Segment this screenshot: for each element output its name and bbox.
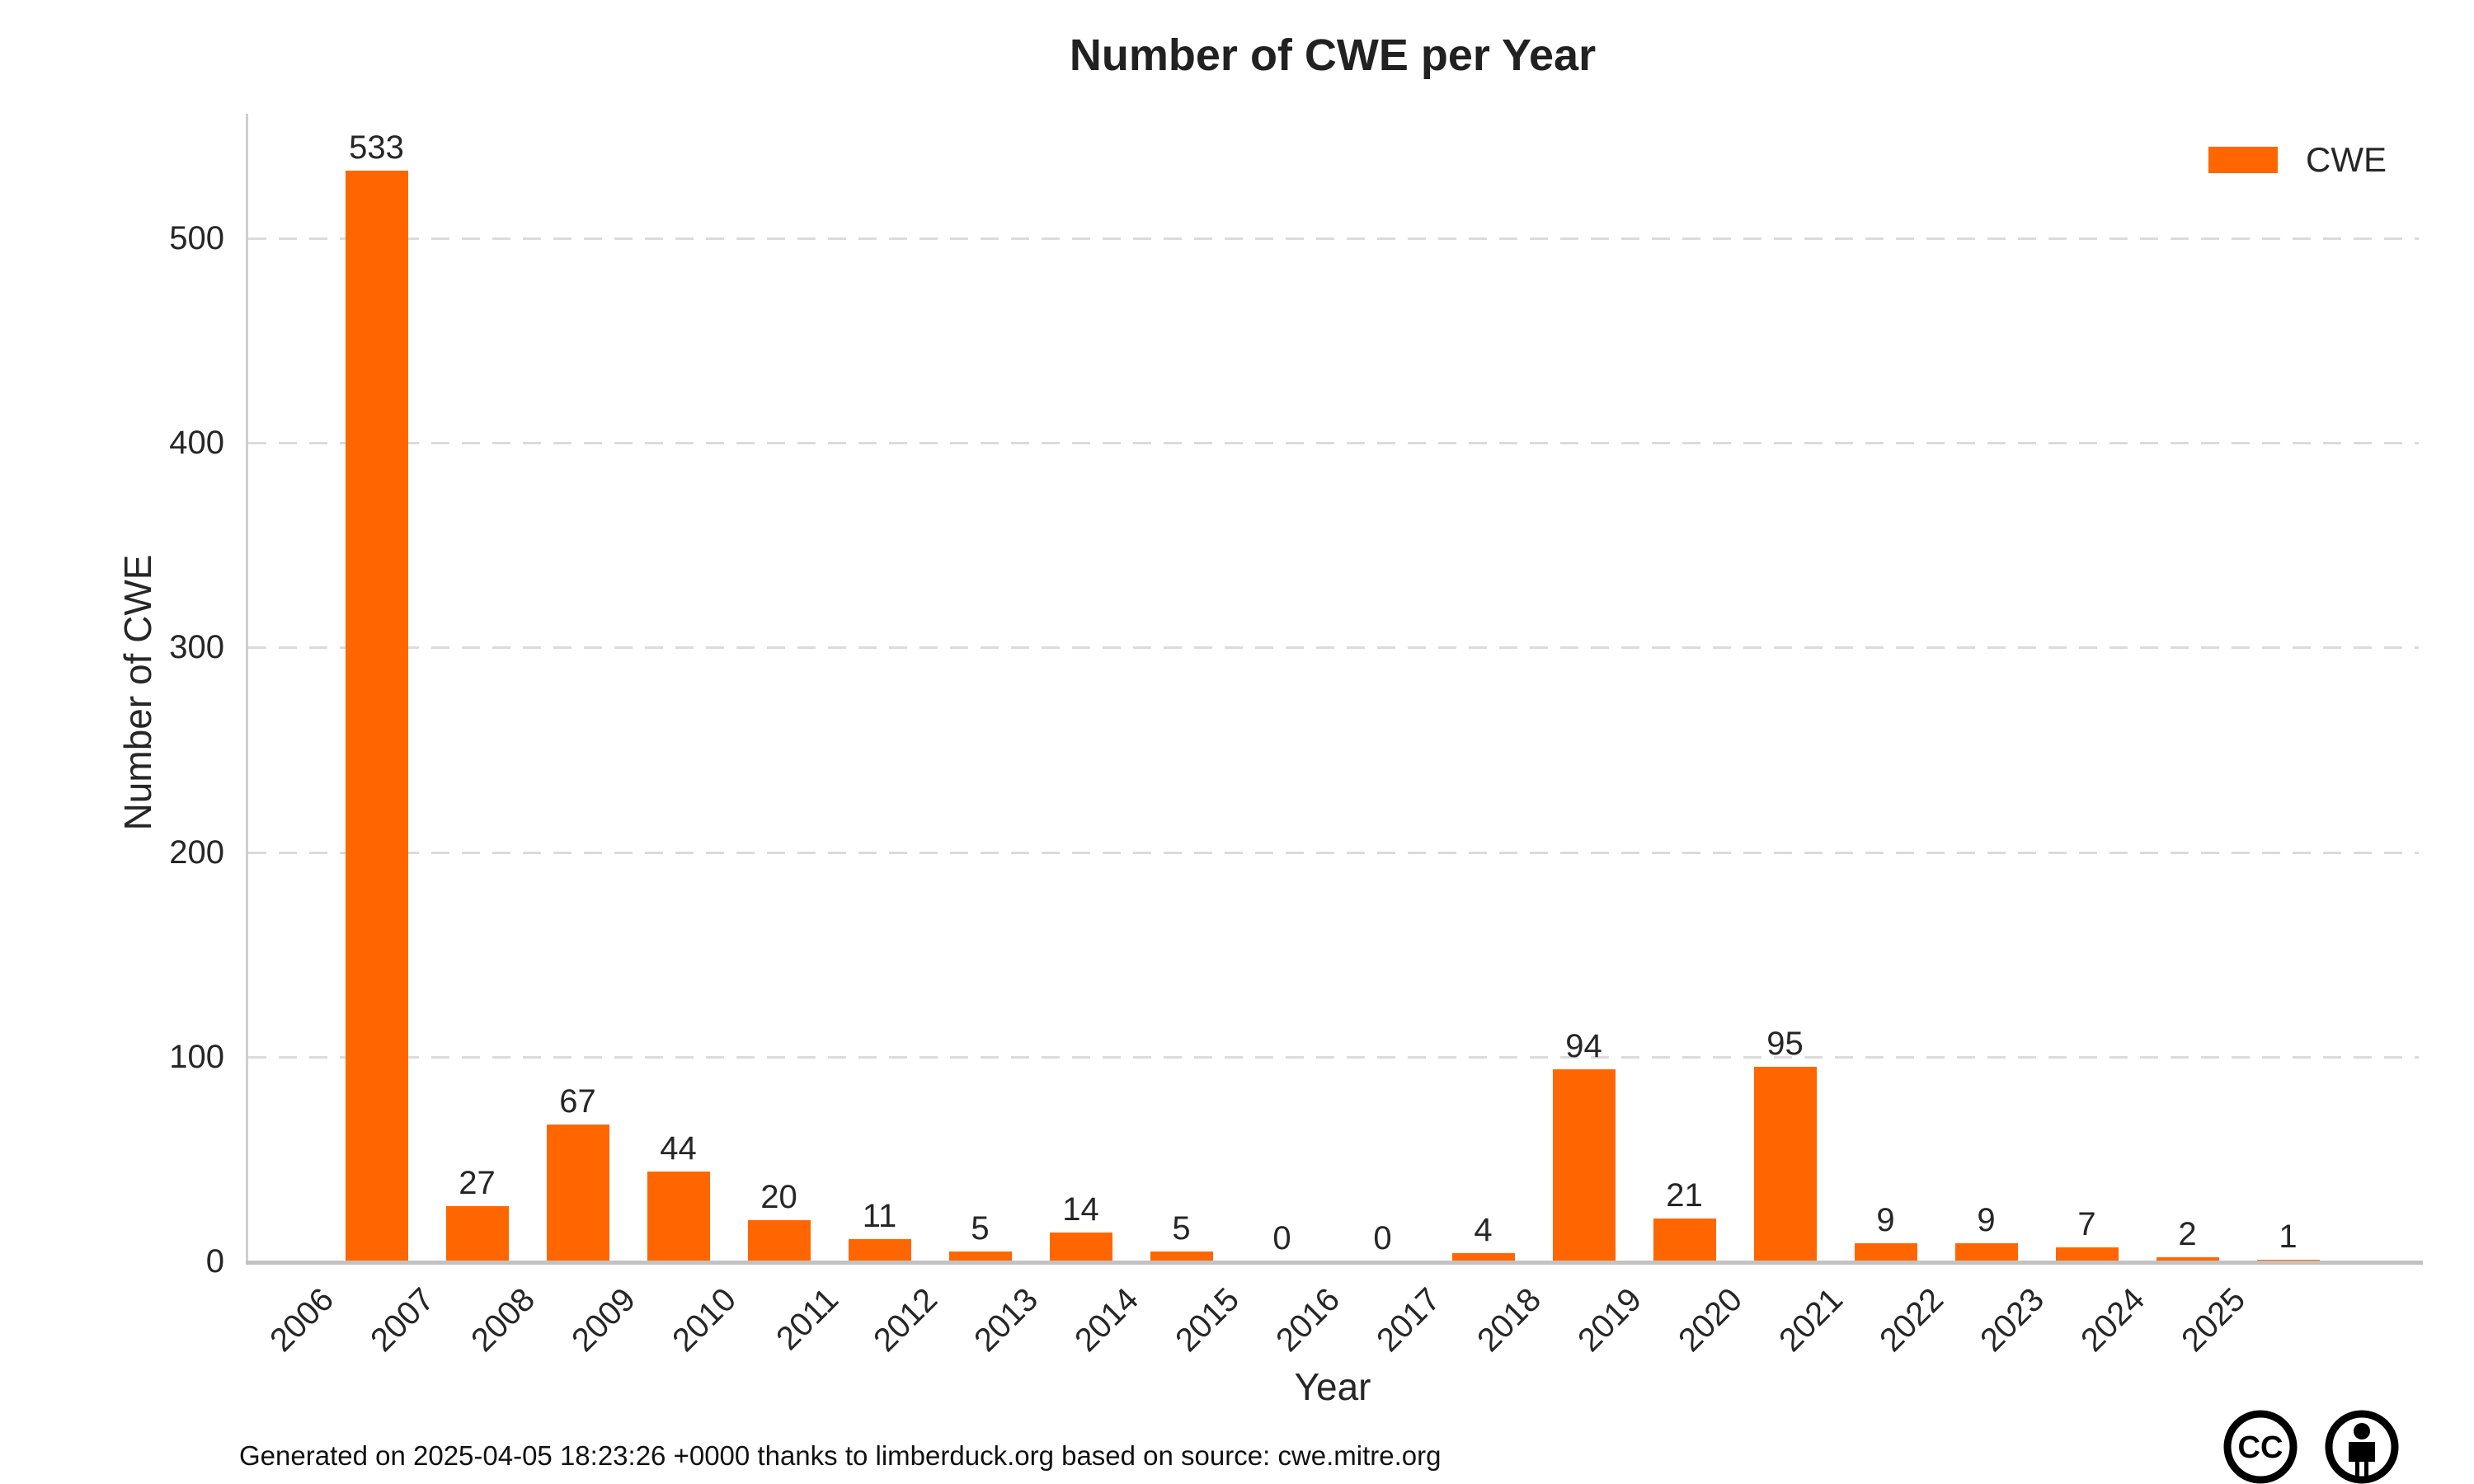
bar-value-label-2024: 2 — [2178, 1216, 2197, 1253]
bar-value-label-2013: 14 — [1062, 1191, 1099, 1228]
bar-2008 — [546, 1124, 609, 1261]
bar-2010 — [747, 1220, 811, 1261]
bar-2025 — [2256, 1259, 2320, 1261]
license-icons: CC — [2223, 1410, 2399, 1484]
bar-value-label-2020: 95 — [1766, 1026, 1804, 1063]
bar-value-label-2023: 7 — [2077, 1205, 2096, 1242]
x-axis-title: Year — [1294, 1365, 1371, 1408]
bar-2019 — [1653, 1218, 1716, 1261]
bar-2024 — [2156, 1257, 2219, 1261]
y-axis-spine — [246, 114, 248, 1265]
bar-2009 — [647, 1171, 710, 1261]
gridline-y-300 — [248, 646, 2419, 650]
y-axis-tick-label: 300 — [169, 629, 224, 666]
gridline-y-100 — [248, 1055, 2419, 1059]
bar-value-label-2017: 4 — [1474, 1212, 1493, 1249]
bar-value-label-2019: 21 — [1666, 1176, 1703, 1214]
cc-icon: CC — [2223, 1410, 2298, 1484]
chart-title: Number of CWE per Year — [1069, 31, 1597, 80]
svg-text:CC: CC — [2238, 1430, 2284, 1465]
bar-value-label-2015: 0 — [1272, 1220, 1291, 1256]
y-axis-tick-label: 500 — [169, 219, 224, 256]
bar-2022 — [1954, 1242, 2018, 1261]
bar-2011 — [848, 1238, 911, 1261]
bar-2021 — [1854, 1242, 1917, 1261]
bar-value-label-2012: 5 — [971, 1209, 990, 1247]
bar-2018 — [1552, 1068, 1616, 1261]
bar-value-label-2011: 11 — [862, 1197, 897, 1234]
y-axis-tick-label: 400 — [169, 425, 224, 462]
legend-label: CWE — [2306, 140, 2387, 179]
y-axis-tick-label: 200 — [169, 834, 224, 871]
bar-2006 — [345, 170, 408, 1261]
bar-value-label-2022: 9 — [1977, 1201, 1996, 1238]
x-axis-spine — [246, 1261, 2423, 1265]
bar-value-label-2008: 67 — [559, 1082, 596, 1120]
cc-by-person-icon — [2325, 1410, 2399, 1484]
bar-2017 — [1451, 1253, 1515, 1261]
bar-value-label-2006: 533 — [349, 129, 404, 166]
bar-value-label-2025: 1 — [2279, 1218, 2298, 1255]
gridline-y-200 — [248, 851, 2419, 854]
bar-2013 — [1049, 1233, 1112, 1261]
bar-value-label-2021: 9 — [1876, 1201, 1895, 1238]
gridline-y-500 — [248, 237, 2419, 240]
y-axis-title: Number of CWE — [116, 554, 159, 831]
bar-value-label-2014: 5 — [1172, 1209, 1191, 1247]
y-axis-tick-label: 100 — [169, 1038, 224, 1075]
bar-2012 — [948, 1251, 1012, 1261]
gridline-y-400 — [248, 442, 2419, 445]
legend: CWE — [2208, 140, 2387, 180]
bar-value-label-2007: 27 — [459, 1164, 496, 1201]
bar-value-label-2016: 0 — [1373, 1220, 1392, 1256]
bar-2023 — [2055, 1247, 2119, 1261]
bar-2014 — [1150, 1251, 1213, 1261]
footer-credit: Generated on 2025-04-05 18:23:26 +0000 t… — [239, 1440, 1442, 1471]
bar-value-label-2009: 44 — [660, 1129, 697, 1167]
bar-value-label-2018: 94 — [1565, 1027, 1602, 1064]
y-axis-tick-label: 0 — [205, 1243, 224, 1280]
legend-swatch-cwe — [2208, 147, 2278, 173]
bar-2007 — [445, 1205, 509, 1261]
bar-value-label-2010: 20 — [760, 1179, 797, 1216]
bar-2020 — [1753, 1067, 1817, 1261]
